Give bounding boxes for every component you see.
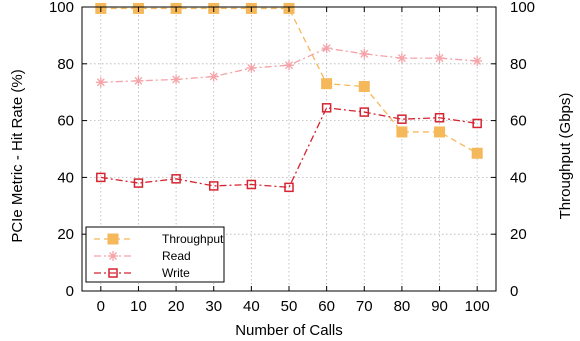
series-read-point xyxy=(396,53,407,64)
y-tick-label-left: 60 xyxy=(57,113,74,130)
series-read-point xyxy=(171,74,182,85)
y-tick-label-left: 100 xyxy=(49,0,74,16)
x-tick-label: 70 xyxy=(356,298,373,315)
series-throughput-point xyxy=(396,126,408,138)
series-read-point xyxy=(133,75,144,86)
x-tick-label: 50 xyxy=(281,298,298,315)
series-read-point xyxy=(284,60,294,71)
series-write-point xyxy=(208,181,219,191)
axes: 0 10 20 30 40 50 60 70 80 90 100 0 0 20 20 40 40 60 60 80 80… xyxy=(49,0,535,315)
series-throughput-point xyxy=(321,78,333,90)
y-tick-label-right: 0 xyxy=(510,283,518,300)
series-throughput-point xyxy=(471,147,483,159)
series-read-point xyxy=(359,48,370,59)
legend-throughput-label: Throughput xyxy=(162,232,224,246)
x-tick-label: 100 xyxy=(465,298,490,315)
y-tick-label-right: 100 xyxy=(510,0,535,16)
y-axis-left-title: PCIe Metric - Hit Rate (%) xyxy=(9,69,26,242)
legend-throughput-marker xyxy=(107,233,119,245)
series-write-point xyxy=(472,118,482,129)
x-tick-label: 60 xyxy=(318,298,335,315)
series-write-point xyxy=(434,113,445,123)
y-axis-right-title: Throughput (Gbps) xyxy=(557,93,574,220)
x-tick-label: 20 xyxy=(168,298,185,315)
series-read-point xyxy=(472,55,483,66)
series-write-line xyxy=(100,107,478,189)
series-throughput-point xyxy=(358,81,370,93)
x-tick-label: 10 xyxy=(130,298,147,315)
series-write-point xyxy=(397,114,407,124)
y-tick-label-right: 40 xyxy=(510,169,527,186)
series-read-point xyxy=(95,77,106,88)
x-tick-label: 0 xyxy=(97,298,105,315)
series-write-point xyxy=(284,182,294,193)
y-tick-label-left: 20 xyxy=(57,226,74,243)
series-write-point xyxy=(359,107,370,117)
y-tick-label-left: 80 xyxy=(57,56,74,73)
legend-read-marker xyxy=(108,251,118,261)
y-tick-label-left: 40 xyxy=(57,169,74,186)
series-write-point xyxy=(96,172,106,183)
series-write-point xyxy=(321,103,332,113)
series-throughput-line xyxy=(100,7,478,154)
series-read-point xyxy=(321,43,332,54)
x-tick-label: 30 xyxy=(205,298,222,315)
series-throughput-point xyxy=(434,126,446,138)
legend: Throughput Read Write xyxy=(85,226,225,283)
legend-write-marker xyxy=(108,268,118,278)
y-tick-label-right: 60 xyxy=(510,113,527,130)
series-write-point xyxy=(133,178,144,188)
x-tick-label: 90 xyxy=(431,298,448,315)
series-read-point xyxy=(434,53,445,64)
legend-write-label: Write xyxy=(162,266,190,280)
legend-read-label: Read xyxy=(162,249,191,263)
y-tick-label-right: 20 xyxy=(510,226,527,243)
x-tick-label: 40 xyxy=(243,298,260,315)
series-read-point xyxy=(208,71,219,82)
series-read-line xyxy=(100,47,478,83)
y-tick-label-left: 0 xyxy=(66,283,74,300)
series-write-point xyxy=(171,174,181,184)
series-read-point xyxy=(246,63,257,74)
x-tick-label: 80 xyxy=(394,298,411,315)
y-tick-label-right: 80 xyxy=(510,56,527,73)
series-write-point xyxy=(246,179,257,190)
x-axis-title: Number of Calls xyxy=(235,322,343,339)
